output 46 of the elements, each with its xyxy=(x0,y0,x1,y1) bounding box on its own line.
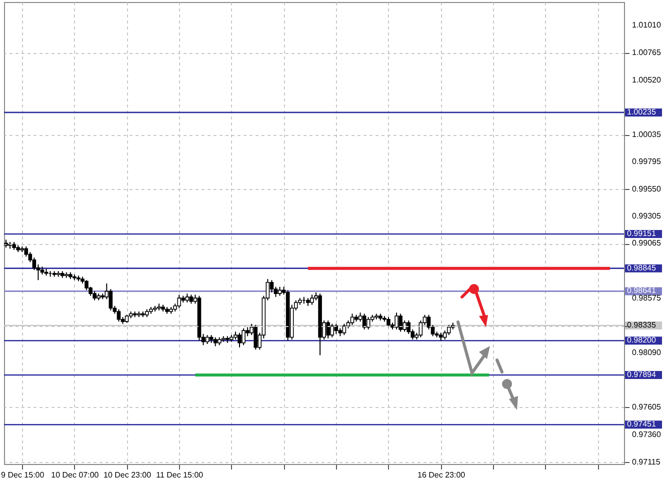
y-tick-label: 1.01010 xyxy=(632,20,662,30)
y-tick-label: 0.97605 xyxy=(632,402,662,412)
x-tick-label: 11 Dec 15:00 xyxy=(156,470,204,480)
y-tick-label: 0.99305 xyxy=(632,212,662,221)
candlestick xyxy=(366,316,370,330)
y-tick-label: 0.98090 xyxy=(632,348,662,357)
candlestick xyxy=(334,323,338,334)
ref-line-label: 0.98845 xyxy=(627,263,656,272)
candlestick xyxy=(242,328,246,346)
ref-line-label: 0.97894 xyxy=(627,370,656,379)
candlestick xyxy=(254,324,258,350)
candlestick xyxy=(274,286,278,298)
y-tick-label: 0.99065 xyxy=(632,238,662,248)
candlestick xyxy=(238,332,242,348)
candlestick xyxy=(386,316,390,328)
y-tick-label: 0.97360 xyxy=(632,430,662,439)
ref-line-label: 0.97451 xyxy=(627,420,656,429)
candlestick xyxy=(326,320,330,339)
candlestick xyxy=(310,294,314,306)
y-tick-label: 1.00765 xyxy=(632,48,662,58)
x-tick-label: 9 Dec 15:00 xyxy=(1,470,45,480)
ref-line-label: 0.98641 xyxy=(627,286,656,296)
ref-line-label: 0.98200 xyxy=(627,336,656,345)
ref-line-label: 0.99151 xyxy=(627,229,656,238)
candlestick xyxy=(36,264,40,281)
candlestick xyxy=(330,323,334,338)
candlestick xyxy=(446,324,451,336)
y-tick-label: 0.97115 xyxy=(632,457,661,466)
y-tick-label: 0.98575 xyxy=(632,294,662,303)
candlestick xyxy=(116,308,121,322)
candlestick xyxy=(398,313,402,332)
candlestick xyxy=(108,288,113,311)
candlestick xyxy=(394,312,398,330)
candlestick xyxy=(350,313,354,326)
y-tick-label: 1.00520 xyxy=(632,75,662,84)
ref-line-label: 1.00235 xyxy=(627,107,656,116)
candlestick xyxy=(342,323,346,336)
y-tick-label: 0.99795 xyxy=(632,156,662,166)
y-tick-label: 0.99550 xyxy=(632,184,662,194)
ref-line-label: 0.98335 xyxy=(627,320,656,330)
x-tick-label: 10 Dec 23:00 xyxy=(103,470,152,480)
y-tick-label: 1.00035 xyxy=(632,130,662,139)
candlestick xyxy=(402,320,406,332)
x-tick-label: 10 Dec 07:00 xyxy=(51,470,100,480)
x-tick-label: 16 Dec 23:00 xyxy=(418,470,466,480)
candlestick xyxy=(177,294,182,309)
